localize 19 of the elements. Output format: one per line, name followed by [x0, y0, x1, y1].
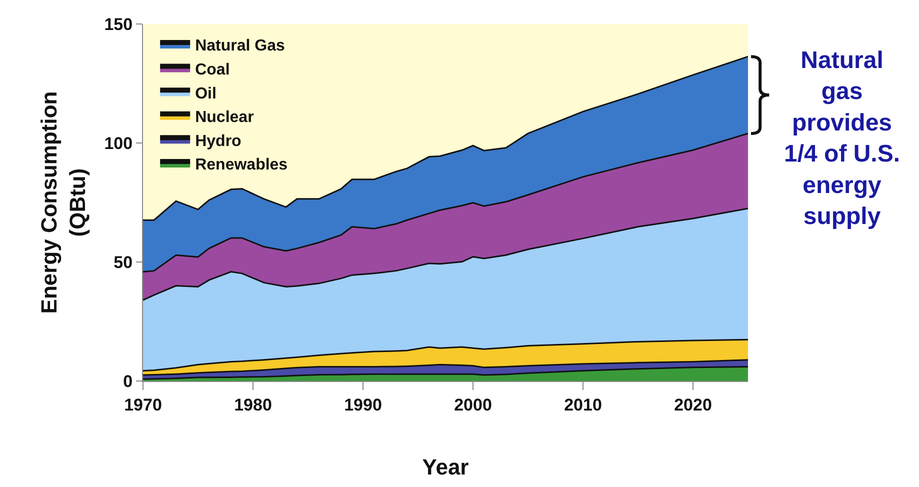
- x-tick-label: 1980: [234, 395, 272, 414]
- x-tick-label: 1990: [344, 395, 382, 414]
- y-tick-label: 50: [114, 252, 133, 272]
- legend-label: Natural Gas: [195, 38, 286, 55]
- legend-label: Coal: [195, 62, 230, 79]
- y-tick-label: 150: [104, 14, 133, 34]
- x-tick-label: 2010: [564, 395, 602, 414]
- legend-label: Hydro: [195, 132, 242, 150]
- legend-label: Oil: [195, 85, 216, 102]
- x-tick-label: 2000: [454, 395, 492, 414]
- x-tick-label: 1970: [124, 395, 162, 414]
- x-axis-title: Year: [422, 454, 470, 480]
- y-tick-label: 100: [104, 134, 133, 153]
- text: Natural gas provides 1/4 of U.S. energy supply: [784, 47, 900, 230]
- legend-label: Nuclear: [195, 109, 254, 126]
- x-tick-label: 2020: [674, 395, 712, 414]
- legend-label: Renewables: [195, 156, 288, 174]
- y-axis-title: Energy Consumption (QBtu): [36, 91, 90, 314]
- y-tick-label: 0: [123, 372, 133, 391]
